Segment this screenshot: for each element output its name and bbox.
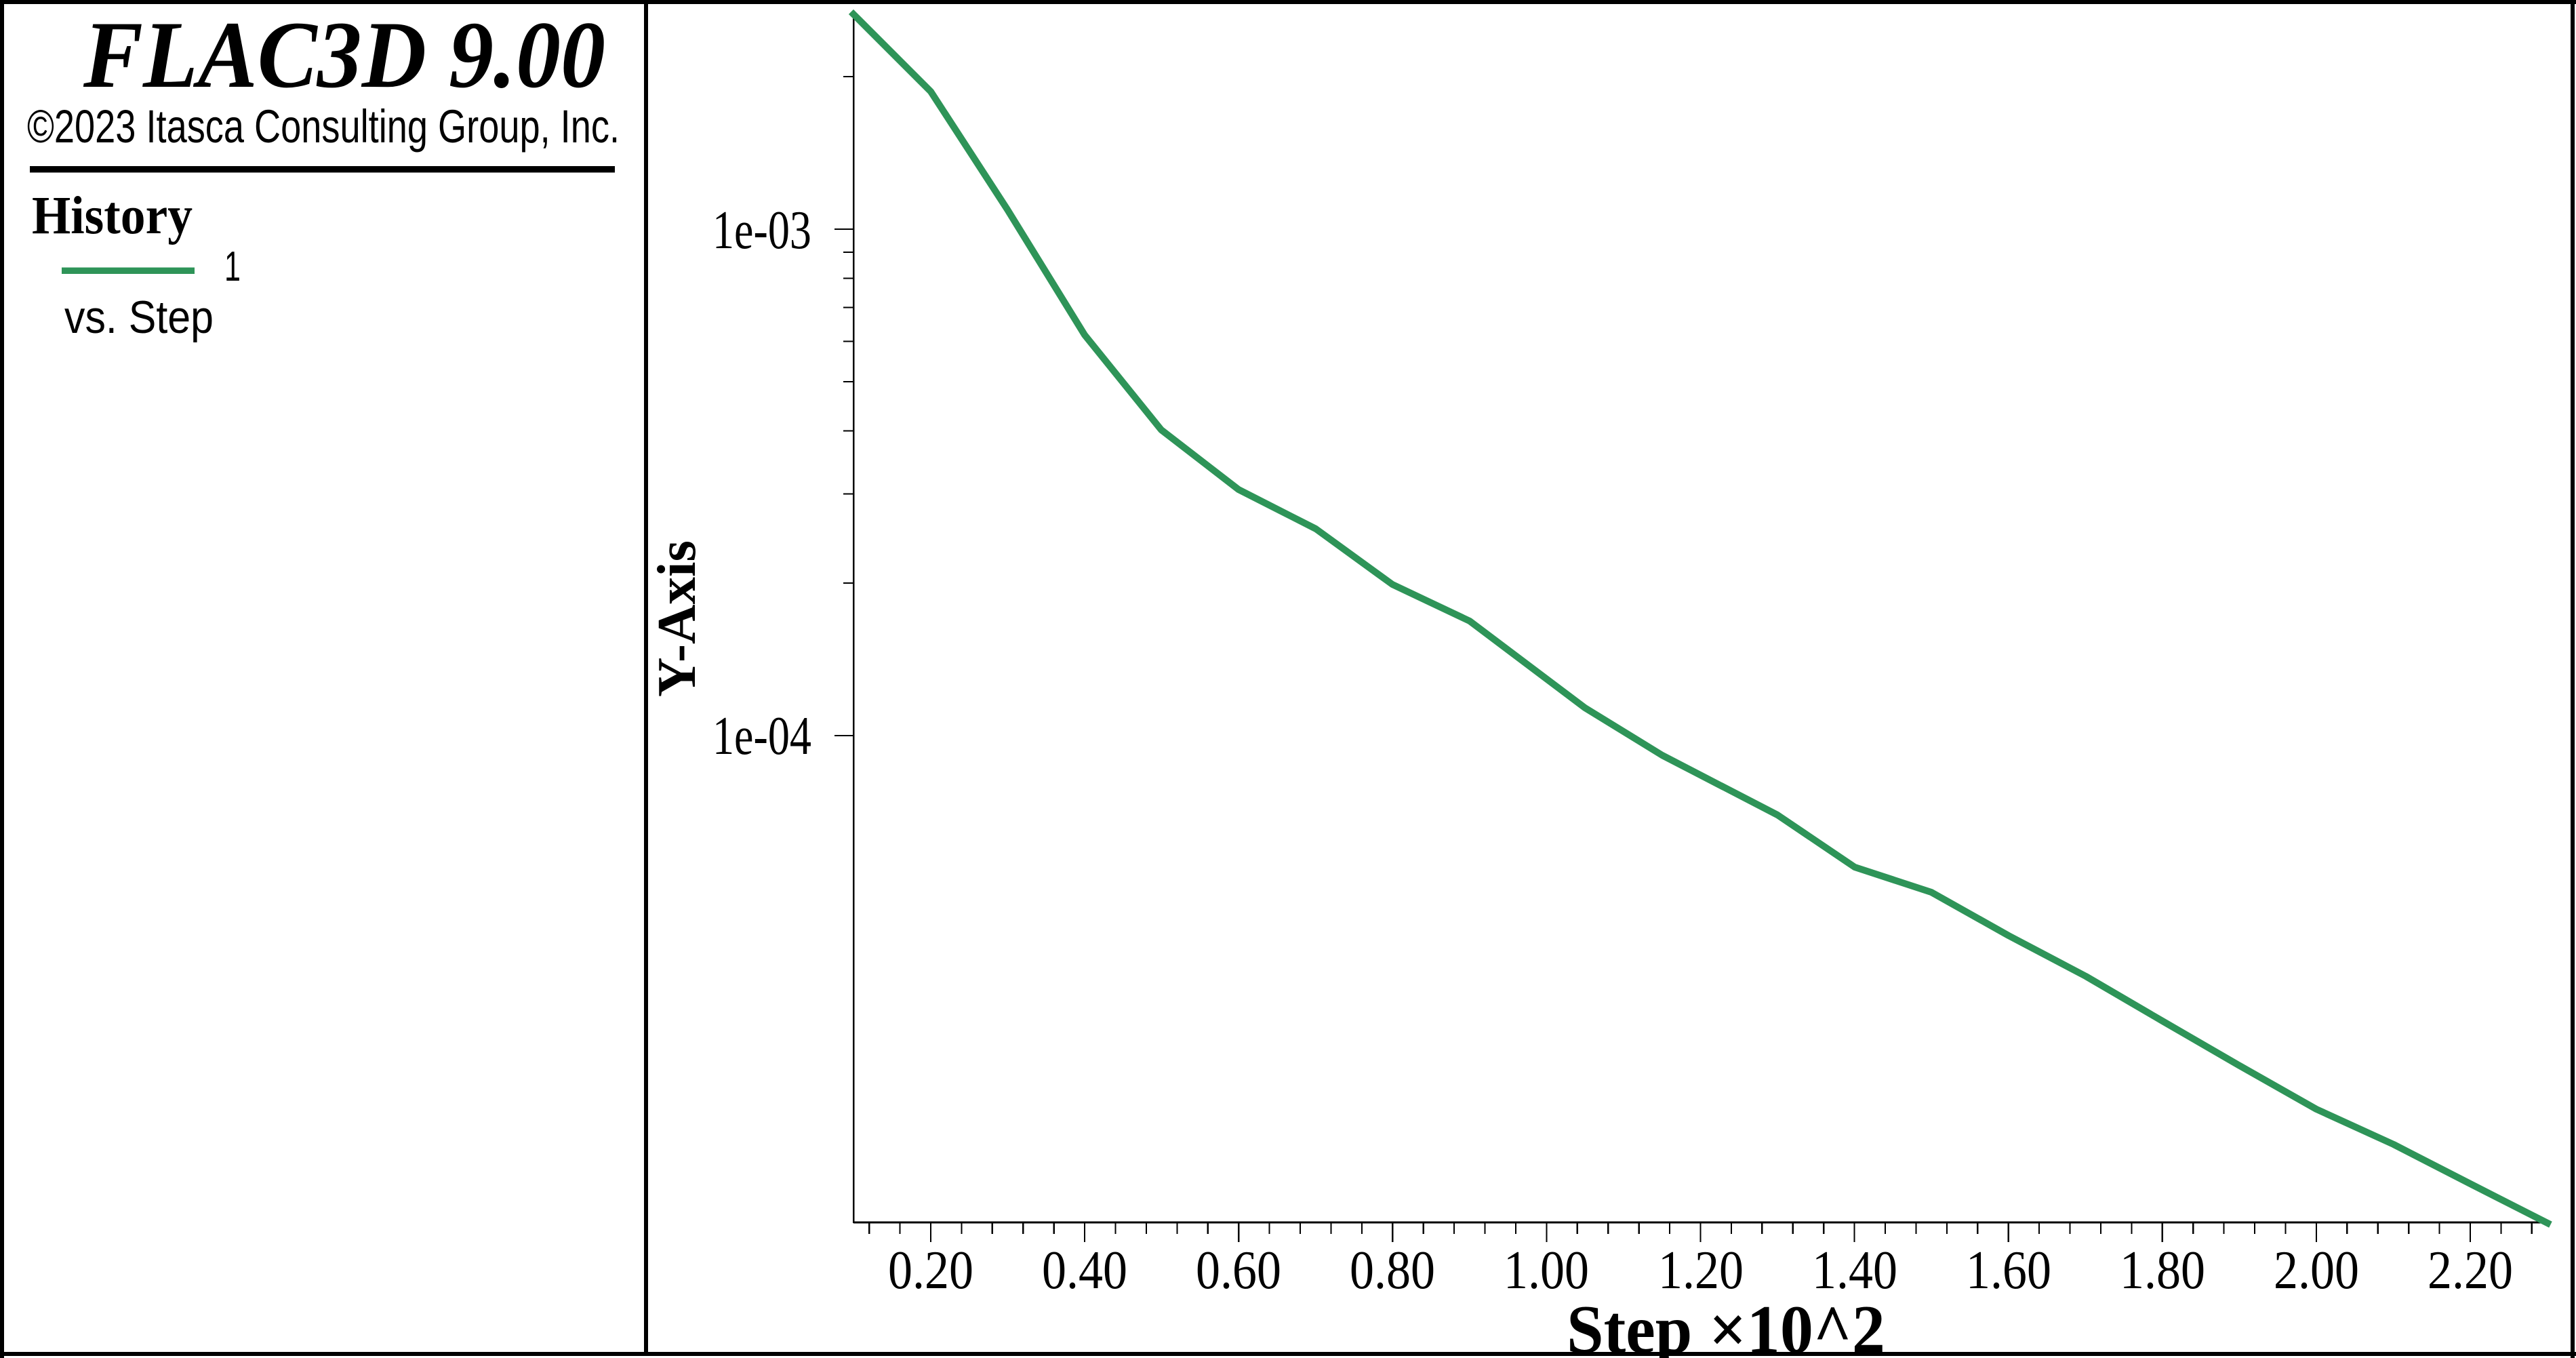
svg-text:History: History xyxy=(32,186,193,245)
svg-text:1e-03: 1e-03 xyxy=(712,201,811,260)
svg-text:1e-04: 1e-04 xyxy=(712,706,811,766)
svg-text:Step ×10^2: Step ×10^2 xyxy=(1567,1292,1885,1358)
svg-text:1.80: 1.80 xyxy=(2120,1241,2205,1300)
svg-text:0.80: 0.80 xyxy=(1350,1241,1435,1300)
svg-text:Y-Axis: Y-Axis xyxy=(646,540,707,697)
svg-text:2.20: 2.20 xyxy=(2428,1241,2513,1300)
svg-text:0.40: 0.40 xyxy=(1042,1241,1127,1300)
svg-text:1.20: 1.20 xyxy=(1658,1241,1744,1300)
svg-text:1.00: 1.00 xyxy=(1504,1241,1589,1300)
svg-text:vs. Step: vs. Step xyxy=(64,292,214,343)
svg-text:1.60: 1.60 xyxy=(1966,1241,2051,1300)
svg-text:©2023 Itasca Consulting Group,: ©2023 Itasca Consulting Group, Inc. xyxy=(27,100,620,153)
svg-text:1.40: 1.40 xyxy=(1812,1241,1897,1300)
svg-text:0.60: 0.60 xyxy=(1196,1241,1281,1300)
svg-text:0.20: 0.20 xyxy=(888,1241,973,1300)
svg-text:1: 1 xyxy=(224,243,241,290)
svg-text:2.00: 2.00 xyxy=(2274,1241,2359,1300)
svg-text:FLAC3D 9.00: FLAC3D 9.00 xyxy=(83,2,605,108)
